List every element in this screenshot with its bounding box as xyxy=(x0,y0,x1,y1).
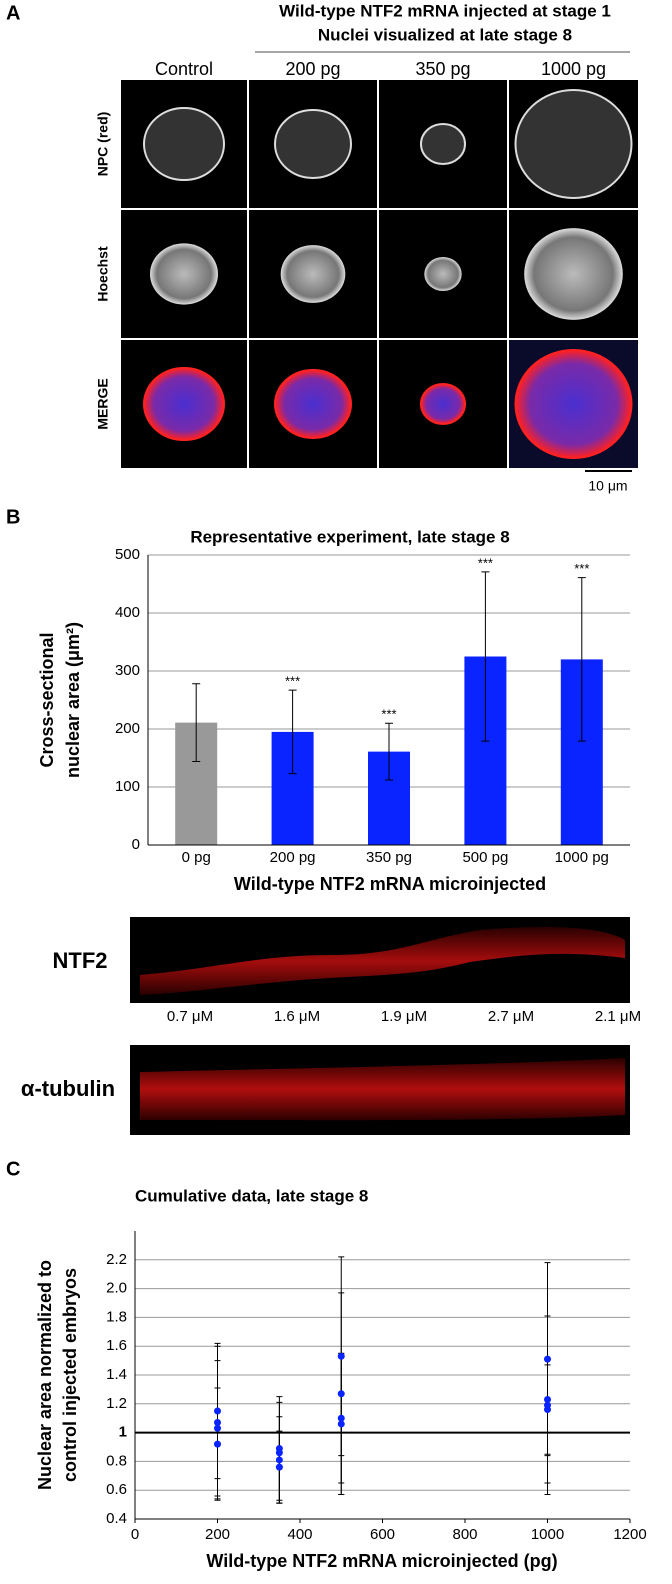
point xyxy=(214,1407,221,1415)
significance: *** xyxy=(381,707,396,722)
panel-label: B xyxy=(6,506,20,528)
x-tick-label: 1000 xyxy=(531,1526,564,1543)
y-tick-label: 2.0 xyxy=(106,1280,127,1297)
blot-label: α-tubulin xyxy=(21,1076,115,1101)
concentration: 0.7 μM xyxy=(167,1008,213,1025)
blot-band xyxy=(140,927,625,995)
x-tick-label: 500 pg xyxy=(462,849,508,866)
point xyxy=(275,1463,283,1471)
column-label: 200 pg xyxy=(285,59,340,79)
nucleus xyxy=(420,383,466,425)
nucleus xyxy=(524,228,623,320)
scale-label: 10 μm xyxy=(588,478,627,494)
y-tick-label: 300 xyxy=(115,662,140,679)
y-tick-label: 400 xyxy=(115,604,140,621)
row-label: MERGE xyxy=(95,378,111,429)
x-tick-label: 0 pg xyxy=(182,849,211,866)
y-tick-label: 2.2 xyxy=(106,1251,127,1268)
concentration: 1.9 μM xyxy=(381,1008,427,1025)
error-bar xyxy=(385,722,393,781)
y-tick-label: 500 xyxy=(115,546,140,563)
y-tick-label: 0.6 xyxy=(106,1481,127,1498)
error-bar xyxy=(481,571,490,742)
point xyxy=(214,1419,221,1427)
nucleus xyxy=(143,107,225,181)
row-label: Hoechst xyxy=(95,246,111,302)
nucleus xyxy=(150,243,218,305)
y-tick-label: 0.4 xyxy=(106,1510,127,1527)
chart-title: Cumulative data, late stage 8 xyxy=(135,1186,368,1205)
x-tick-label: 1000 pg xyxy=(555,849,609,866)
concentration: 1.6 μM xyxy=(274,1008,320,1025)
point xyxy=(544,1355,551,1363)
x-axis-label: Wild-type NTF2 mRNA microinjected xyxy=(234,874,546,894)
x-tick-label: 400 xyxy=(287,1526,312,1543)
point xyxy=(337,1352,345,1360)
point xyxy=(275,1449,283,1457)
error-bar xyxy=(192,683,201,762)
x-tick-label: 200 pg xyxy=(270,849,316,866)
significance: *** xyxy=(285,674,300,689)
blot-band xyxy=(140,1058,625,1121)
scatter-chart: Cumulative data, late stage 8 0.4 0.6 0.8 1 1… xyxy=(35,1186,647,1570)
nucleus xyxy=(274,369,352,439)
significance: *** xyxy=(574,561,589,576)
point xyxy=(337,1414,345,1422)
nucleus xyxy=(143,367,225,441)
column-label: Control xyxy=(155,59,213,79)
y-tick-label: 0 xyxy=(132,836,140,853)
panel-label: C xyxy=(6,1158,20,1180)
nucleus xyxy=(280,245,346,303)
nucleus xyxy=(274,109,352,179)
y-tick-label: 1 xyxy=(119,1424,127,1441)
point xyxy=(275,1456,283,1464)
nucleus xyxy=(514,349,633,459)
panel-label: A xyxy=(6,2,20,24)
nucleus xyxy=(514,89,633,199)
bar-chart: Representative experiment, late stage 8 0… xyxy=(37,527,630,894)
blot-label: NTF2 xyxy=(53,948,108,973)
y-axis-label: Cross-sectional xyxy=(37,632,57,767)
concentration: 2.7 μM xyxy=(488,1008,534,1025)
y-tick-label: 1.4 xyxy=(106,1366,127,1383)
y-tick-label: 1.6 xyxy=(106,1337,127,1354)
y-tick-label: 200 xyxy=(115,720,140,737)
y-axis-label: control injected embryos xyxy=(60,1268,80,1482)
x-axis-label: Wild-type NTF2 mRNA microinjected (pg) xyxy=(206,1551,557,1571)
point xyxy=(214,1440,221,1448)
significance: *** xyxy=(478,555,493,570)
nucleus xyxy=(424,257,462,291)
y-tick-label: 1.2 xyxy=(106,1395,127,1412)
panel-title: Wild-type NTF2 mRNA injected at stage 1 xyxy=(279,1,611,20)
concentrations: 0.7 μM 1.6 μM 1.9 μM 2.7 μM 2.1 μM xyxy=(167,1008,641,1025)
point xyxy=(544,1395,551,1403)
y-tick-label: 100 xyxy=(115,778,140,795)
x-tick-label: 200 xyxy=(205,1526,230,1543)
column-label: 1000 pg xyxy=(541,59,606,79)
nucleus xyxy=(420,123,466,165)
point xyxy=(337,1420,345,1428)
panel-title: Nuclei visualized at late stage 8 xyxy=(318,25,572,44)
micrographs: Control 200 pg 350 pg 1000 pg NPC (red) Hoech… xyxy=(95,59,638,468)
point xyxy=(337,1390,345,1398)
x-tick-label: 0 xyxy=(131,1526,139,1543)
row-label: NPC (red) xyxy=(95,112,111,177)
y-tick-label: 0.8 xyxy=(106,1452,127,1469)
column-label: 350 pg xyxy=(415,59,470,79)
chart-title: Representative experiment, late stage 8 xyxy=(190,527,509,546)
error-bar xyxy=(288,689,297,775)
x-tick-label: 1200 xyxy=(613,1526,646,1543)
x-tick-label: 800 xyxy=(452,1526,477,1543)
point xyxy=(214,1424,221,1432)
y-tick-label: 1.8 xyxy=(106,1308,127,1325)
concentration: 2.1 μM xyxy=(595,1008,641,1025)
y-axis-label: Nuclear area normalized to xyxy=(35,1260,55,1490)
error-bar xyxy=(577,577,586,742)
y-axis-label: nuclear area (μm²) xyxy=(63,622,83,778)
point xyxy=(544,1406,551,1414)
x-tick-label: 350 pg xyxy=(366,849,412,866)
x-tick-label: 600 xyxy=(370,1526,395,1543)
